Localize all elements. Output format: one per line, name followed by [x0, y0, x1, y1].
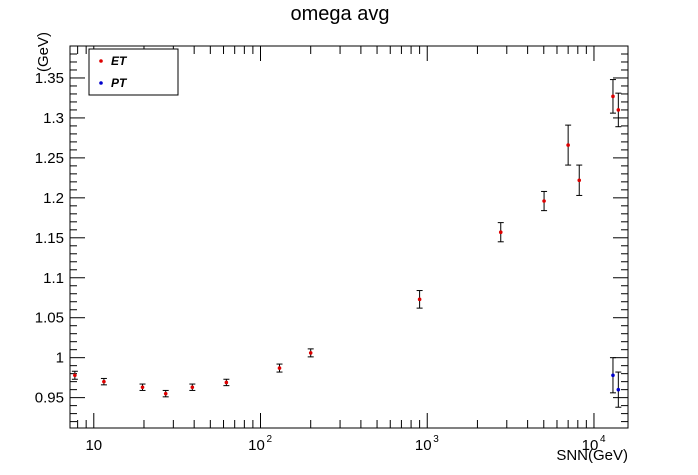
data-point-et — [417, 297, 422, 302]
y-tick-label: 1.3 — [43, 110, 64, 127]
data-point-et — [498, 230, 503, 235]
legend-label-pt: PT — [111, 76, 128, 90]
x-tick-label: 10 4 — [582, 434, 606, 454]
x-tick-label: 10 3 — [415, 434, 439, 454]
legend-box — [88, 48, 179, 96]
legend-marker-pt — [99, 81, 103, 85]
data-point-pt — [611, 373, 615, 378]
y-tick-label: 1.35 — [35, 70, 64, 87]
x-tick-label-base: 10 — [85, 437, 102, 454]
y-tick-label: 1.1 — [43, 270, 64, 287]
legend-marker-et — [99, 59, 103, 63]
x-tick-label: 10 — [85, 437, 102, 454]
x-tick-label-base: 10 — [248, 437, 265, 454]
x-tick-label-exponent: 3 — [433, 434, 439, 445]
y-tick-label: 1 — [56, 350, 64, 367]
data-point-et — [308, 351, 313, 355]
data-point-et — [611, 94, 615, 99]
data-point-et — [566, 143, 570, 147]
y-tick-label: 1.15 — [35, 230, 64, 247]
y-tick-label: 1.2 — [43, 190, 64, 207]
y-tick-label: 1.25 — [35, 150, 64, 167]
plot-frame — [69, 45, 629, 429]
x-tick-label-exponent: 2 — [267, 434, 273, 445]
x-axis-title: SNN(GeV) — [556, 447, 628, 464]
data-point-et — [140, 385, 145, 390]
legend-label-et: ET — [111, 54, 128, 68]
x-tick-label: 10 2 — [248, 434, 272, 454]
chart-title: omega avg — [291, 3, 390, 25]
y-axis-title: (GeV) — [35, 32, 52, 72]
data-point-et — [224, 380, 229, 385]
error-bars — [71, 79, 622, 408]
data-point-pt — [616, 387, 621, 392]
y-tick-label: 0.95 — [35, 390, 64, 407]
data-point-et — [73, 373, 77, 378]
data-point-et — [190, 385, 195, 390]
data-point-et — [577, 178, 582, 183]
y-tick-label: 1.05 — [35, 310, 64, 327]
data-point-et — [277, 366, 282, 370]
axis-ticks — [70, 45, 628, 428]
x-tick-label-exponent: 4 — [600, 434, 606, 445]
data-points — [73, 94, 621, 396]
legend: ET PT — [88, 48, 179, 96]
x-tick-label-base: 10 — [582, 437, 599, 454]
x-tick-label-base: 10 — [415, 437, 432, 454]
data-point-et — [163, 391, 168, 396]
data-point-et — [542, 199, 546, 203]
data-point-et — [102, 379, 106, 384]
data-point-et — [616, 108, 621, 112]
